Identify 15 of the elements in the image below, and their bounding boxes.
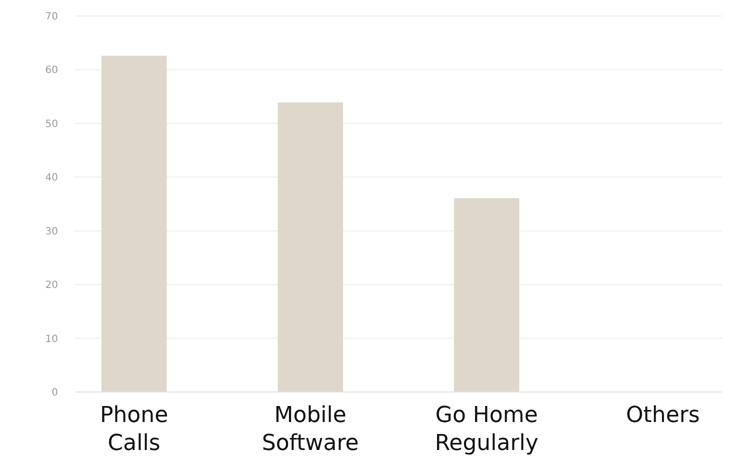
x-tick-label: Go Home Regularly bbox=[434, 403, 538, 456]
y-tick-label: 30 bbox=[45, 226, 58, 238]
x-tick-label: Others bbox=[626, 403, 700, 428]
y-tick-label: 60 bbox=[45, 65, 58, 76]
x-tick-label: Mobile Software bbox=[262, 403, 359, 456]
y-tick-label: 50 bbox=[45, 118, 58, 130]
y-tick-label: 40 bbox=[45, 172, 58, 184]
bar bbox=[278, 102, 343, 392]
x-tick-label: Phone Calls bbox=[100, 403, 168, 456]
y-tick-label: 0 bbox=[52, 388, 58, 398]
y-tick-label: 10 bbox=[45, 334, 58, 345]
bar bbox=[454, 198, 520, 392]
bar bbox=[101, 56, 167, 392]
y-tick-label: 20 bbox=[45, 280, 58, 292]
y-tick-label: 70 bbox=[45, 12, 58, 22]
